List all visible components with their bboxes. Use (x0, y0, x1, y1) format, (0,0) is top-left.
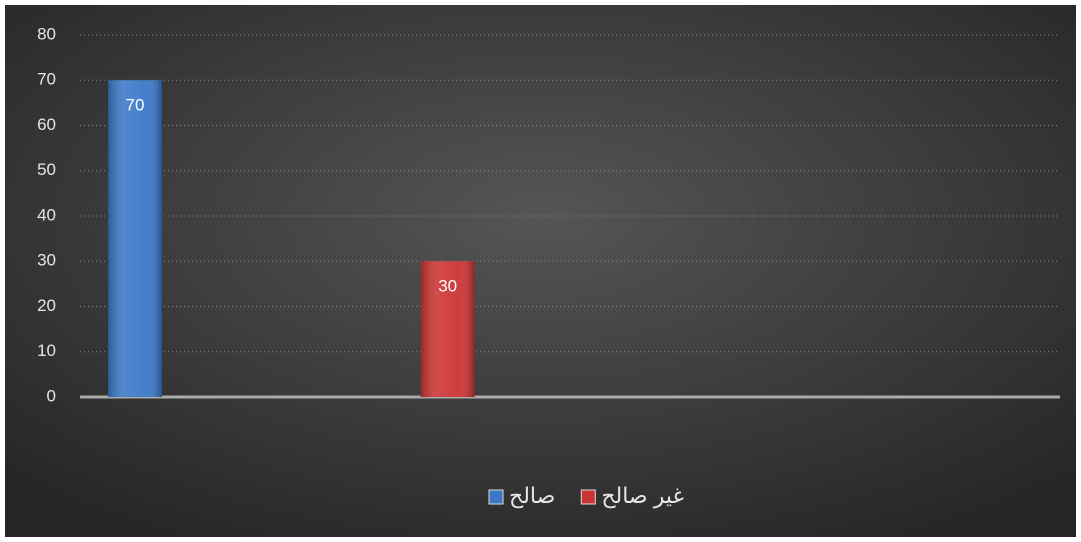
bar-shade (108, 80, 162, 397)
y-tick-label: 40 (37, 205, 56, 224)
y-tick-label: 50 (37, 160, 56, 179)
y-tick-label: 10 (37, 341, 56, 360)
y-tick-label: 30 (37, 251, 56, 270)
legend-marker (580, 489, 596, 505)
y-tick-label: 0 (47, 386, 56, 405)
y-tick-label: 60 (37, 115, 56, 134)
chart-area (5, 5, 1076, 537)
legend-label: صالح (509, 483, 555, 508)
legend-label: غير صالح (601, 483, 684, 508)
y-tick-label: 20 (37, 296, 56, 315)
data-label: 70 (126, 96, 145, 115)
legend-marker (488, 489, 504, 505)
bar-shade (420, 261, 475, 397)
data-label: 30 (438, 277, 457, 296)
y-tick-label: 80 (37, 24, 56, 43)
y-tick-label: 70 (37, 70, 56, 89)
